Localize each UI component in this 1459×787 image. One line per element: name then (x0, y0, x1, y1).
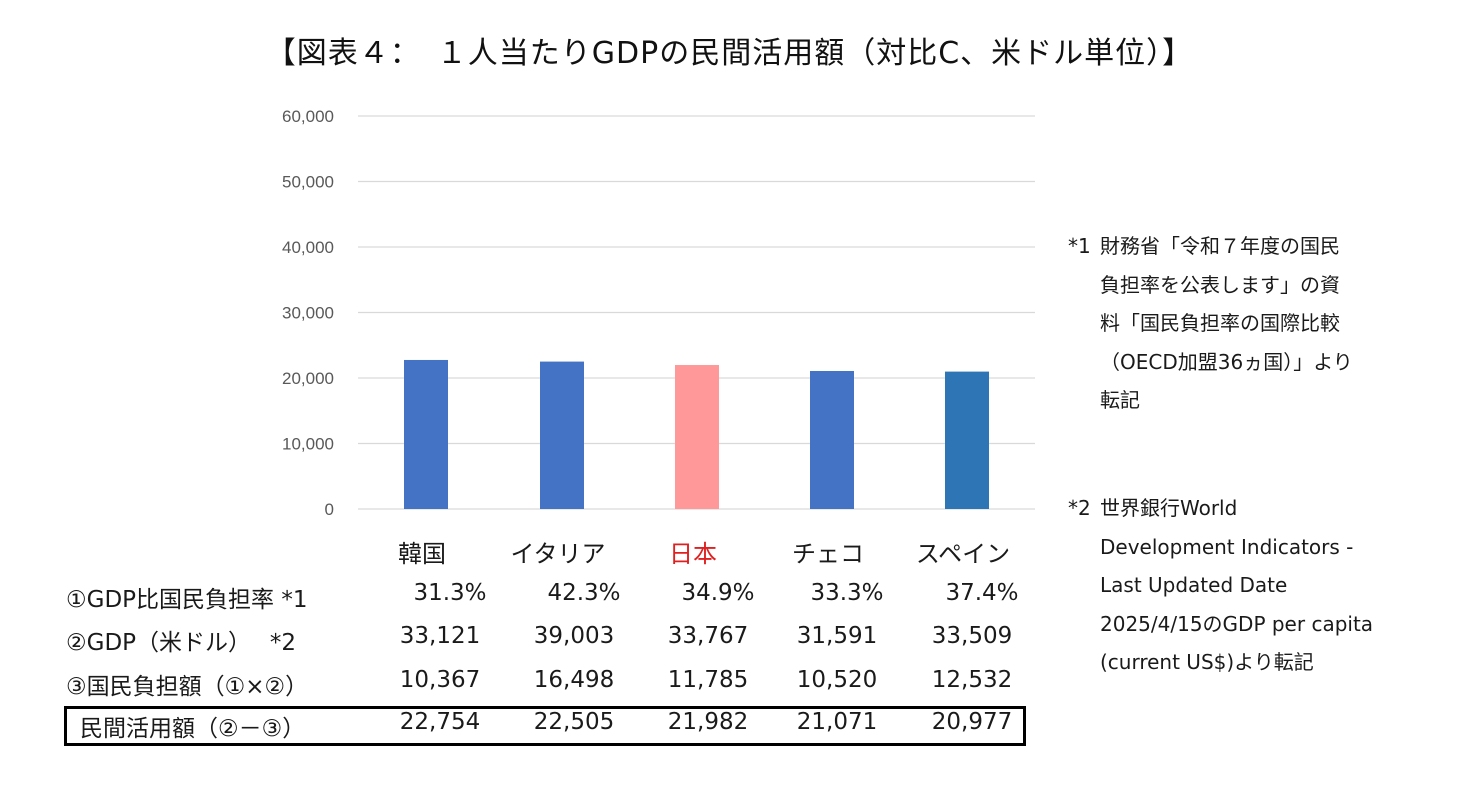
footnote-line: 財務省「令和７年度の国民 (1100, 234, 1340, 258)
bar-2 (675, 365, 719, 509)
footnote-line: Development Indicators - (1100, 534, 1354, 559)
bar-4 (945, 371, 989, 509)
y-tick-label: 60,000 (282, 107, 334, 126)
chart-title: 【図表４： １人当たりGDPの民間活用額（対比C、米ドル単位）】 (265, 36, 1194, 71)
footnote-line: 負担率を公表します」の資 (1100, 272, 1340, 297)
footnote-line: （OECD加盟36ヵ国）」より (1100, 349, 1353, 374)
y-tick-label: 30,000 (282, 304, 334, 323)
y-tick-label: 10,000 (282, 435, 334, 454)
bar-1 (540, 361, 584, 509)
bar-3 (810, 370, 854, 509)
footnote-line: 料「国民負担率の国際比較 (1100, 311, 1340, 335)
footnote-tag: *2 (1068, 496, 1091, 520)
y-tick-label: 50,000 (282, 173, 334, 192)
footnote-line: 転記 (1100, 388, 1140, 412)
bar-0 (404, 359, 448, 509)
footnote-tag: *1 (1068, 234, 1091, 258)
footnote-line: (current US$)より転記 (1100, 650, 1314, 674)
y-tick-label: 40,000 (282, 238, 334, 257)
footnote-line: 世界銀行World (1100, 496, 1238, 520)
y-tick-label: 20,000 (282, 369, 334, 388)
y-tick-label: 0 (325, 500, 334, 519)
footnote-line: Last Updated Date (1100, 573, 1288, 597)
footnote-line: 2025/4/15のGDP per capita (1100, 611, 1374, 636)
